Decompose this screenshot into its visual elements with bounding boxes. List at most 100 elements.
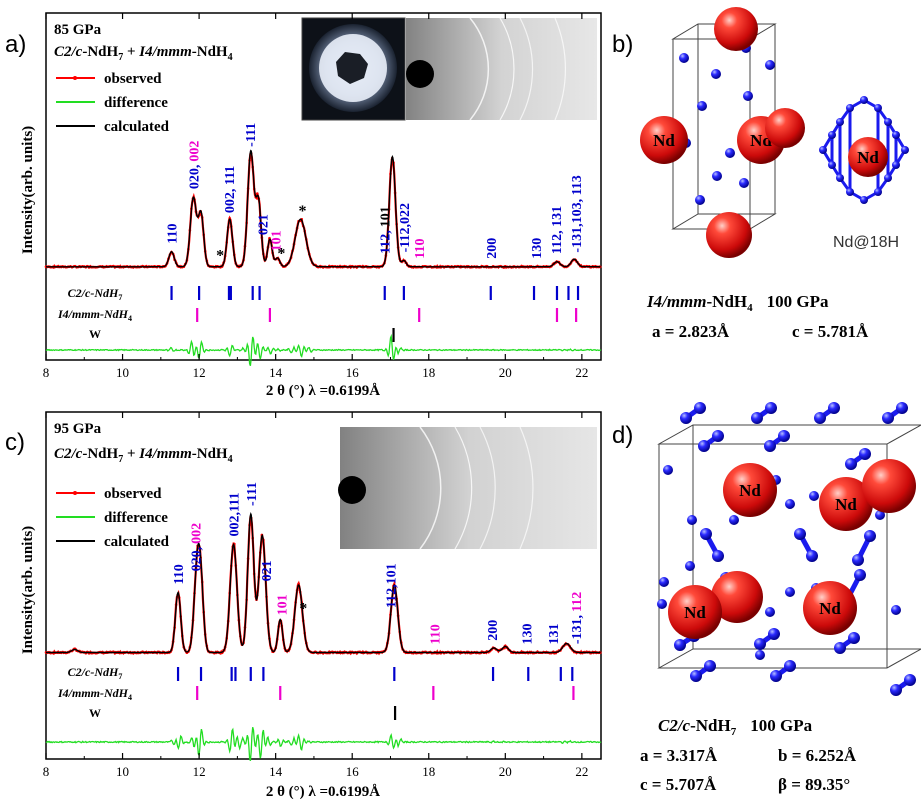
h-atom bbox=[859, 448, 871, 460]
h-atom bbox=[725, 148, 735, 158]
hkl-label: 110 bbox=[172, 564, 187, 584]
panel-a-row-c2c: C2/c-NdH7 bbox=[68, 286, 123, 302]
h-atom bbox=[828, 402, 840, 414]
x-tick-label: 10 bbox=[116, 764, 129, 779]
h-atom bbox=[892, 131, 900, 139]
hkl-label: -131,112 bbox=[570, 592, 585, 644]
h-atom bbox=[848, 632, 860, 644]
h-atom bbox=[765, 402, 777, 414]
h-atom bbox=[785, 499, 795, 509]
diffraction-image-c-gradient bbox=[340, 427, 597, 549]
x-tick-label: 20 bbox=[499, 365, 512, 380]
h-atom bbox=[828, 131, 836, 139]
h-atom bbox=[828, 161, 836, 169]
panel-d-atoms: Nd Nd Nd Nd bbox=[657, 402, 916, 696]
h-atom bbox=[846, 104, 854, 112]
panel-d-structure-title: C2/c-NdH7 100 GPa bbox=[658, 716, 813, 738]
h-atom bbox=[695, 195, 705, 205]
panel-b-atoms: Nd Nd bbox=[640, 7, 805, 258]
hkl-label: 020,002 bbox=[189, 523, 204, 572]
panel-a-frame bbox=[45, 12, 602, 361]
diffraction-c-ring-3 bbox=[479, 426, 496, 550]
panel-a-phase-c2c: C2/c bbox=[54, 44, 83, 60]
nd-atom bbox=[803, 581, 857, 635]
x-tick-label: 10 bbox=[116, 365, 129, 380]
panel-a-inset-diffraction-image bbox=[406, 17, 597, 121]
hkl-label: 110 bbox=[413, 239, 428, 259]
h-atom bbox=[882, 412, 894, 424]
h-atom bbox=[711, 69, 721, 79]
panel-a-phase-i4: I4/mmm bbox=[138, 44, 192, 60]
hkl-label: 002, 111 bbox=[223, 166, 238, 213]
h-atom bbox=[754, 638, 766, 650]
hkl-label: 101 bbox=[275, 594, 290, 615]
hkl-label: -111 bbox=[245, 482, 260, 506]
h-atom bbox=[891, 605, 901, 615]
panel-b-nd-h4-structure: b) Nd Nd Nd Nd@18H I4/mmm-NdH4 100 GPa a =… bbox=[612, 7, 909, 341]
h-atom bbox=[860, 196, 868, 204]
h-atom bbox=[794, 528, 806, 540]
x-tick-label: 12 bbox=[193, 764, 206, 779]
x-tick-label: 18 bbox=[422, 764, 435, 779]
nd-atom bbox=[668, 585, 722, 639]
panel-a-row-i4: I4/mmm-NdH4 bbox=[57, 307, 132, 323]
h-atom bbox=[864, 530, 876, 542]
h-atom bbox=[755, 650, 765, 660]
diffraction-image-gradient bbox=[406, 18, 597, 120]
panel-b-param-c: c = 5.781Å bbox=[792, 322, 869, 341]
panel-b-structure-title: I4/mmm-NdH4 100 GPa bbox=[646, 292, 829, 314]
h-atom bbox=[819, 146, 827, 154]
h-atom bbox=[892, 161, 900, 169]
panel-d-param-b: b = 6.252Å bbox=[778, 746, 857, 765]
legend-observed-label-c: observed bbox=[104, 486, 162, 502]
diffraction-ring-2 bbox=[499, 17, 515, 121]
nd-atom-label: Nd bbox=[739, 481, 761, 500]
hkl-label: 021 bbox=[256, 214, 271, 235]
hkl-label: 101 bbox=[270, 230, 285, 251]
panel-d-param-a: a = 3.317Å bbox=[640, 746, 718, 765]
h-atom bbox=[890, 684, 902, 696]
panel-a-legend: observed difference calculated bbox=[56, 71, 170, 135]
nd-atom bbox=[723, 463, 777, 517]
h-atom bbox=[674, 639, 686, 651]
panel-a-xlabel: 2 θ (°) λ =0.6199Å bbox=[266, 383, 380, 399]
h-atom bbox=[700, 528, 712, 540]
h-atom bbox=[875, 510, 885, 520]
h-atom bbox=[845, 458, 857, 470]
panel-a-ylabel: Intensity(arb. units) bbox=[20, 126, 36, 254]
hkl-label: 110 bbox=[166, 224, 181, 244]
h-atom bbox=[784, 660, 796, 672]
hkl-label: -112,022 bbox=[398, 203, 413, 252]
hkl-label: 021 bbox=[260, 560, 275, 581]
nd-atom-label: Nd bbox=[819, 599, 841, 618]
h-atom bbox=[904, 674, 916, 686]
panel-a-phases: C2/c-NdH7 + I4/mmm-NdH4 bbox=[54, 44, 233, 63]
diffraction-c-ring-4 bbox=[519, 426, 534, 550]
difference-series bbox=[45, 333, 602, 367]
panel-c-xlabel: 2 θ (°) λ =0.6199Å bbox=[266, 784, 380, 800]
h-atom bbox=[765, 607, 775, 617]
h-atom bbox=[874, 188, 882, 196]
hkl-label: 112, 131 bbox=[550, 206, 565, 254]
nd-atom bbox=[819, 477, 873, 531]
impurity-asterisk: * bbox=[216, 248, 224, 265]
h-atom bbox=[778, 430, 790, 442]
diffraction-ring-4 bbox=[554, 17, 567, 121]
h-atom bbox=[712, 550, 724, 562]
panel-a-pressure: 85 GPa bbox=[54, 22, 102, 38]
h-atom bbox=[834, 642, 846, 654]
h-atom bbox=[698, 440, 710, 452]
impurity-asterisk: * bbox=[277, 245, 285, 262]
hkl-label: 131 bbox=[547, 623, 562, 644]
h-atom bbox=[680, 412, 692, 424]
h-atom bbox=[712, 430, 724, 442]
x-tick-label: 22 bbox=[575, 365, 588, 380]
h-atom bbox=[712, 171, 722, 181]
panel-a-letter: a) bbox=[5, 31, 26, 58]
nd-atom bbox=[862, 459, 916, 513]
h-atom bbox=[768, 628, 780, 640]
